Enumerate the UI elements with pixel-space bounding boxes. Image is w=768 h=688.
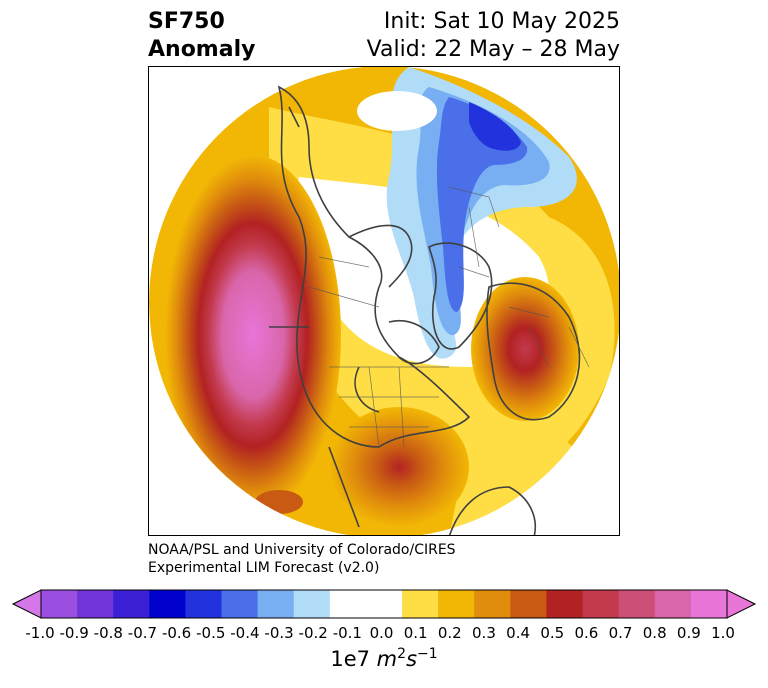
colorbar-cell bbox=[293, 590, 331, 618]
colorbar-cell bbox=[690, 590, 728, 618]
colorbar-tick: -1.0 bbox=[25, 624, 55, 642]
colorbar-tick: -0.4 bbox=[230, 624, 260, 642]
map-title: SF750 Anomaly bbox=[148, 8, 255, 64]
colorbar-tick: -0.1 bbox=[332, 624, 362, 642]
colorbar-cell bbox=[402, 590, 439, 618]
colorbar-tick: 0.7 bbox=[608, 624, 633, 642]
colorbar-tick-labels: -1.0 -0.9 -0.8 -0.7 -0.6 -0.5 -0.4 -0.3 -0.2 -0.1… bbox=[0, 624, 768, 646]
unit-scale: 1e7 bbox=[330, 647, 370, 671]
colorbar-tick: -0.8 bbox=[93, 624, 123, 642]
colorbar-cell bbox=[365, 590, 403, 618]
title-kind: Anomaly bbox=[148, 37, 256, 62]
colorbar-outline bbox=[40, 589, 728, 619]
colorbar-tick: 0.0 bbox=[369, 624, 394, 642]
colorbar-tick: -0.5 bbox=[196, 624, 226, 642]
unit-s-exp: −1 bbox=[417, 646, 438, 662]
colorbar-tick: 0.3 bbox=[472, 624, 496, 642]
colorbar-tick: 0.9 bbox=[676, 624, 701, 642]
colorbar-cell bbox=[582, 590, 620, 618]
unit-m: m bbox=[376, 647, 398, 671]
colorbar-cell bbox=[41, 590, 78, 618]
colorbar-cell bbox=[257, 590, 295, 618]
colorbar-cell bbox=[149, 590, 186, 618]
colorbar-cell bbox=[221, 590, 259, 618]
colorbar-cell bbox=[654, 590, 692, 618]
colorbar-cell bbox=[329, 590, 367, 618]
colorbar-tick: -0.3 bbox=[264, 624, 294, 642]
colorbar-cell bbox=[77, 590, 114, 618]
colorbar-tick: -0.2 bbox=[298, 624, 328, 642]
unit-s: s bbox=[406, 647, 418, 671]
unit-m-exp: 2 bbox=[397, 646, 407, 662]
colorbar-cell bbox=[185, 590, 223, 618]
colorbar-tick: 1.0 bbox=[711, 624, 735, 642]
credit-line-1: NOAA/PSL and University of Colorado/CIRE… bbox=[148, 542, 456, 558]
colorbar-cell bbox=[474, 590, 511, 618]
polar-map bbox=[148, 66, 620, 536]
colorbar-cell bbox=[618, 590, 656, 618]
colorbar-over-arrow bbox=[726, 589, 757, 619]
colorbar-tick: 0.1 bbox=[403, 624, 428, 642]
valid-range: Valid: 22 May – 28 May bbox=[366, 37, 620, 62]
colorbar-unit: 1e7 m2s−1 bbox=[0, 646, 768, 671]
colorbar-cell bbox=[438, 590, 475, 618]
colorbar-tick: -0.7 bbox=[127, 624, 158, 642]
colorbar-tick: 0.5 bbox=[540, 624, 565, 642]
colorbar bbox=[11, 589, 757, 619]
anomaly-field bbox=[149, 67, 619, 535]
colorbar-tick: -0.9 bbox=[59, 624, 89, 642]
credit-line-2: Experimental LIM Forecast (v2.0) bbox=[148, 560, 380, 576]
coastlines bbox=[269, 85, 581, 535]
title-variable: SF750 bbox=[148, 9, 225, 34]
colorbar-tick: 0.6 bbox=[574, 624, 599, 642]
init-date: Init: Sat 10 May 2025 bbox=[383, 9, 620, 34]
forecast-dates: Init: Sat 10 May 2025 Valid: 22 May – 28… bbox=[367, 8, 620, 64]
colorbar-cell bbox=[113, 590, 150, 618]
colorbar-tick: 0.8 bbox=[642, 624, 667, 642]
colorbar-cell bbox=[510, 590, 547, 618]
colorbar-tick: 0.4 bbox=[506, 624, 531, 642]
colorbar-cell bbox=[546, 590, 584, 618]
colorbar-tick: 0.2 bbox=[437, 624, 462, 642]
credit-text: NOAA/PSL and University of Colorado/CIRE… bbox=[148, 541, 456, 577]
colorbar-tick: -0.6 bbox=[161, 624, 192, 642]
colorbar-under-arrow bbox=[11, 589, 42, 619]
